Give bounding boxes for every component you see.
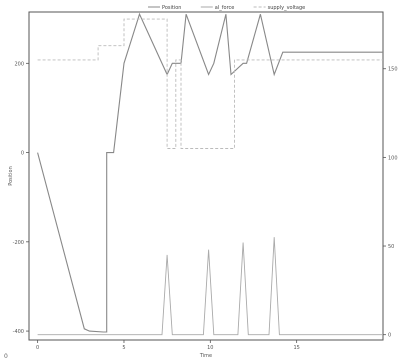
y-right-tick-label: 50 (388, 244, 394, 250)
plot-frame (28, 11, 384, 341)
ticks-layer: 0 5 10 15 -400 -200 0 200 0 50 100 150 (13, 61, 398, 351)
y-left-tick-label: -200 (13, 240, 24, 246)
y-left-tick-label: -400 (13, 329, 24, 335)
series-line-supply-voltage (37, 18, 383, 149)
y-right-tick-label: 0 (388, 333, 391, 339)
y-axis-title-left: Position (8, 166, 14, 185)
x-axis-title: Time (199, 353, 212, 359)
y-right-tick-label: 100 (388, 155, 398, 161)
x-tick-label: 0 (36, 345, 39, 351)
legend-label-Position: Position (162, 5, 181, 11)
x-tick-label: 15 (293, 345, 299, 351)
legend-label-al-force: al_force (215, 5, 235, 11)
x-tick-label: 10 (207, 345, 213, 351)
y-left-tick-label: 200 (14, 61, 24, 67)
y-right-tick-label: 150 (388, 67, 398, 73)
x-tick-label: 5 (122, 345, 125, 351)
legend-label-supply-voltage: supply_voltage (268, 5, 306, 11)
corner-label: 0 (4, 353, 8, 360)
series-line-al-force (37, 237, 383, 336)
legend: Position al_force supply_voltage (148, 5, 305, 11)
series-layer (37, 12, 383, 336)
y-left-tick-label: 0 (21, 151, 24, 157)
